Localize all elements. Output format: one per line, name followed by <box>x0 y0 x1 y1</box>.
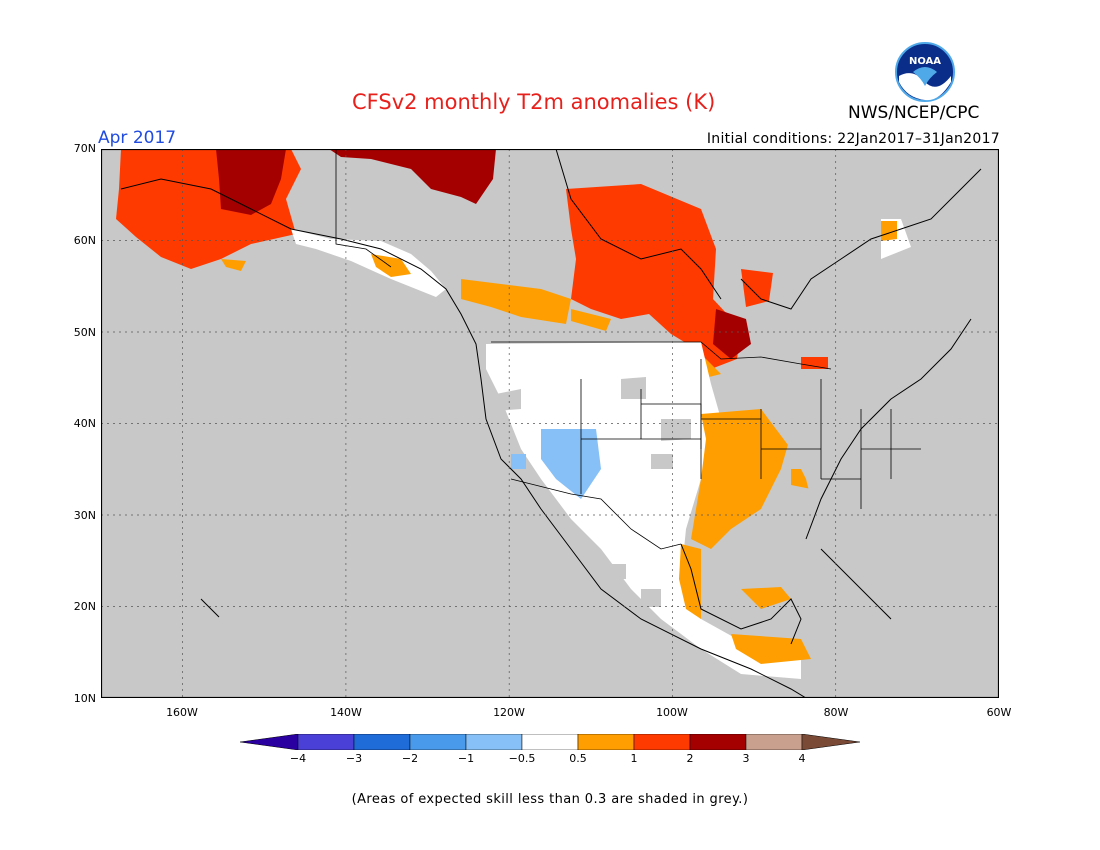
noaa-logo: NOAA <box>895 42 955 102</box>
colorbar-label-minus-0-5: −0.5 <box>508 752 536 765</box>
lon-label-160w: 160W <box>166 706 198 719</box>
lat-label-20n: 20N <box>73 600 96 613</box>
colorbar-cell-gt-4 <box>801 734 861 750</box>
colorbar-label-0-5: 0.5 <box>569 752 587 765</box>
colorbar-label-3: 3 <box>742 752 750 765</box>
colorbar-cell-4-3 <box>297 734 355 750</box>
lat-label-60n: 60N <box>73 234 96 247</box>
lon-label-140w: 140W <box>330 706 362 719</box>
lon-label-80w: 80W <box>823 706 849 719</box>
colorbar-cell-3-2 <box>353 734 411 750</box>
agency-label: NWS/NCEP/CPC <box>848 103 980 123</box>
colorbar-label-minus-4: −4 <box>289 752 307 765</box>
lat-label-10n: 10N <box>73 692 96 705</box>
colorbar-cell-neutral <box>521 734 579 750</box>
lat-label-30n: 30N <box>73 509 96 522</box>
lat-label-70n: 70N <box>73 142 96 155</box>
initial-conditions-label: Initial conditions: 22Jan2017–31Jan2017 <box>706 131 1000 147</box>
colorbar-cell-1-2 <box>633 734 691 750</box>
colorbar <box>240 734 861 750</box>
map-title: CFSv2 monthly T2m anomalies (K) <box>352 90 716 114</box>
colorbar-label-4: 4 <box>798 752 806 765</box>
colorbar-label-minus-1: −1 <box>457 752 475 765</box>
colorbar-cell-05-1 <box>577 734 635 750</box>
lon-label-60w: 60W <box>986 706 1012 719</box>
colorbar-cell-2-1 <box>409 734 467 750</box>
noaa-logo-text: NOAA <box>909 56 941 67</box>
lat-label-50n: 50N <box>73 326 96 339</box>
colorbar-cell-2-3 <box>689 734 747 750</box>
graticule <box>101 149 999 698</box>
lon-label-120w: 120W <box>493 706 525 719</box>
anomaly-map <box>101 149 999 698</box>
colorbar-cell-3-4 <box>745 734 803 750</box>
lon-label-100w: 100W <box>656 706 688 719</box>
colorbar-cell-1-05 <box>465 734 523 750</box>
colorbar-label-2: 2 <box>686 752 694 765</box>
skill-footnote: (Areas of expected skill less than 0.3 a… <box>351 792 749 807</box>
colorbar-label-minus-2: −2 <box>401 752 419 765</box>
coastlines <box>120 149 982 698</box>
lat-label-40n: 40N <box>73 417 96 430</box>
political-borders <box>335 149 921 550</box>
colorbar-label-minus-3: −3 <box>345 752 363 765</box>
colorbar-cell-lt-4 <box>240 734 299 750</box>
valid-month-label: Apr 2017 <box>98 128 177 148</box>
colorbar-label-1: 1 <box>630 752 638 765</box>
